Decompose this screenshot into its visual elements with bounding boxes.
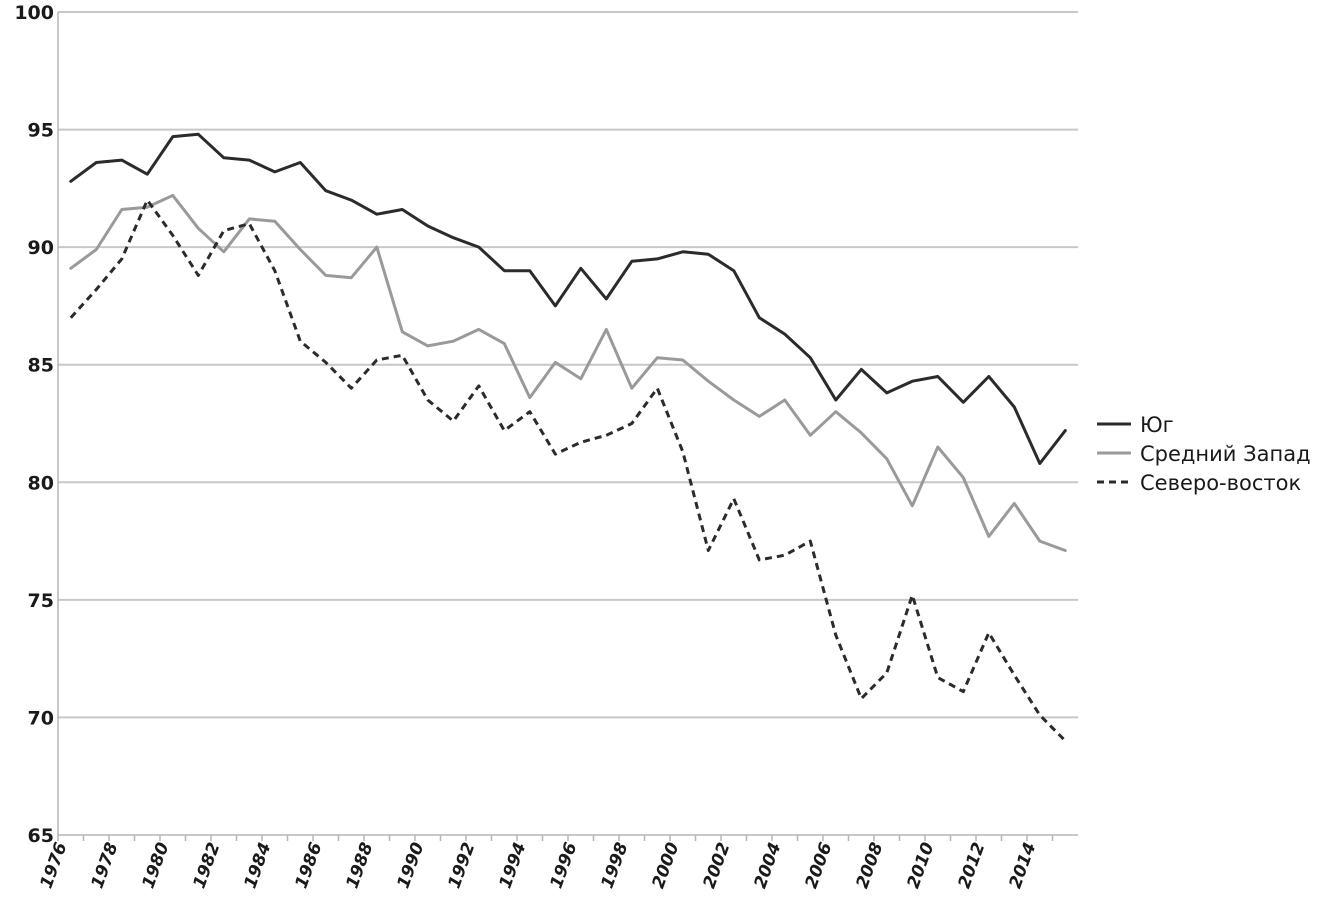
x-tick-label-2004: 2004 — [750, 840, 785, 891]
legend-label-2: Средний Запад — [1140, 442, 1311, 466]
x-tick-label-2014: 2014 — [1005, 840, 1040, 891]
series-line-2 — [69, 193, 1067, 552]
legend: Юг Средний Запад Северо-восток — [1097, 413, 1311, 495]
x-tick-labels: 1976 1978 1980 1982 1984 1986 1988 1990 1992 1994… — [36, 840, 1040, 891]
legend-label-3: Северо-восток — [1140, 471, 1301, 495]
y-tick-label-95: 95 — [28, 120, 54, 142]
y-tick-label-90: 90 — [28, 237, 54, 259]
y-tick-label-100: 100 — [14, 2, 54, 24]
x-tick-label-2012: 2012 — [954, 840, 989, 891]
y-tick-label-70: 70 — [28, 707, 54, 729]
y-tick-label-85: 85 — [28, 355, 54, 377]
x-tick-label-1990: 1990 — [393, 840, 428, 891]
x-tick-label-1986: 1986 — [291, 840, 326, 891]
x-tick-label-1978: 1978 — [87, 840, 122, 891]
x-tick-label-2006: 2006 — [801, 840, 836, 891]
x-tick-label-2002: 2002 — [699, 840, 734, 891]
x-tick-label-1976: 1976 — [36, 840, 71, 891]
y-tick-labels: 65 70 75 80 85 90 95 100 — [14, 2, 54, 847]
x-tick-label-1988: 1988 — [342, 840, 377, 891]
gridlines — [58, 11, 1078, 719]
legend-label-1: Юг — [1140, 413, 1174, 437]
x-tick-label-1982: 1982 — [189, 840, 224, 891]
axes — [57, 12, 1078, 841]
y-tick-label-80: 80 — [28, 472, 54, 494]
x-tick-label-2000: 2000 — [648, 840, 683, 891]
x-tick-label-2010: 2010 — [903, 840, 938, 891]
x-tick-label-1994: 1994 — [495, 840, 530, 891]
y-tick-label-65: 65 — [28, 825, 54, 847]
x-tick-label-1984: 1984 — [240, 840, 275, 891]
series-lines — [69, 132, 1067, 742]
x-tick-label-1980: 1980 — [138, 840, 173, 891]
x-tick-label-1992: 1992 — [444, 840, 479, 891]
x-tick-label-1998: 1998 — [597, 840, 632, 891]
x-tick-label-2008: 2008 — [852, 840, 887, 891]
series-line-1 — [69, 132, 1067, 465]
x-tick-label-1996: 1996 — [546, 840, 581, 891]
series-line-3 — [69, 198, 1067, 742]
y-tick-label-75: 75 — [28, 590, 54, 612]
